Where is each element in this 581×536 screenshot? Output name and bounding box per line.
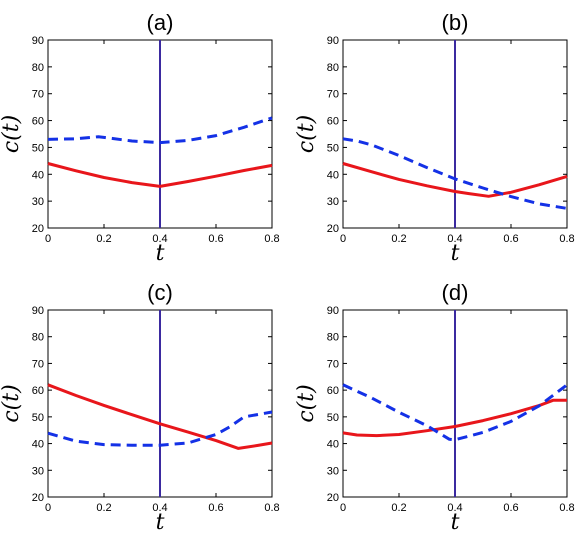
x-tick-label-d: 0.6 — [503, 502, 518, 514]
y-tick-label-d: 90 — [327, 305, 339, 317]
panel-d: 0 0.2 0.4 0.6 0.8 20 30 40 50 60 70 80 90 (d) t c(t) — [294, 280, 575, 535]
panel-a: 0 0.2 0.4 0.6 0.8 20 30 40 50 60 70 80 90 (a) t c(t) — [0, 10, 280, 266]
panel-c: 0 0.2 0.4 0.6 0.8 20 30 40 50 60 70 80 90 (c) t c(t) — [0, 280, 280, 535]
y-tick-label-b: 40 — [327, 169, 339, 181]
x-axis-label-d: t — [451, 510, 460, 535]
x-tick-label-a: 0.8 — [264, 233, 279, 245]
y-tick-label-d: 40 — [327, 439, 339, 451]
x-tick-label-b: 0 — [340, 233, 346, 245]
y-tick-label-c: 90 — [32, 305, 44, 317]
y-tick-label-c: 30 — [32, 465, 44, 477]
y-tick-label-b: 70 — [327, 89, 339, 101]
solid-series-line-c — [47, 383, 273, 450]
dashed-series-line-b — [342, 137, 568, 210]
solid-series-line-b — [342, 162, 568, 198]
x-tick-label-d: 0 — [340, 502, 346, 514]
x-tick-label-a: 0.6 — [208, 233, 223, 245]
x-tick-label-d: 0.8 — [559, 502, 574, 514]
panel-title-d: (d) — [442, 280, 469, 305]
y-axis-label-d: c(t) — [294, 384, 319, 422]
y-tick-label-a: 30 — [32, 196, 44, 208]
x-axis-label-a: t — [156, 241, 165, 266]
y-tick-label-b: 30 — [327, 196, 339, 208]
y-tick-label-d: 80 — [327, 332, 339, 344]
x-tick-label-b: 0.8 — [559, 233, 574, 245]
x-axis-label-c: t — [156, 510, 165, 535]
y-tick-label-d: 60 — [327, 385, 339, 397]
x-tick-label-c: 0 — [45, 502, 51, 514]
panel-b: 0 0.2 0.4 0.6 0.8 20 30 40 50 60 70 80 90 (b) t c(t) — [294, 10, 575, 266]
y-tick-label-a: 50 — [32, 142, 44, 154]
x-tick-label-a: 0.4 — [152, 233, 167, 245]
y-tick-label-c: 50 — [32, 412, 44, 424]
y-tick-label-a: 40 — [32, 169, 44, 181]
y-axis-label-a: c(t) — [0, 115, 24, 153]
x-tick-label-d: 0.2 — [391, 502, 406, 514]
y-tick-label-b: 60 — [327, 116, 339, 128]
y-tick-label-a: 70 — [32, 89, 44, 101]
x-tick-label-c: 0.2 — [96, 502, 111, 514]
x-tick-label-a: 0 — [45, 233, 51, 245]
x-tick-label-b: 0.4 — [447, 233, 462, 245]
x-tick-label-b: 0.2 — [391, 233, 406, 245]
y-tick-label-c: 60 — [32, 385, 44, 397]
solid-series-line-a — [47, 162, 273, 188]
panel-title-a: (a) — [147, 10, 174, 35]
y-tick-label-d: 30 — [327, 465, 339, 477]
x-tick-label-c: 0.8 — [264, 502, 279, 514]
y-axis-label-b: c(t) — [294, 115, 319, 153]
y-tick-label-d: 70 — [327, 358, 339, 370]
x-tick-label-a: 0.2 — [96, 233, 111, 245]
y-tick-label-a: 90 — [32, 35, 44, 47]
x-tick-label-d: 0.4 — [447, 502, 462, 514]
y-tick-label-a: 60 — [32, 116, 44, 128]
y-tick-label-c: 40 — [32, 439, 44, 451]
y-tick-label-c: 20 — [32, 492, 44, 504]
dashed-series-line-c — [47, 410, 273, 447]
y-tick-label-b: 80 — [327, 62, 339, 74]
y-tick-label-d: 20 — [327, 492, 339, 504]
panel-title-b: (b) — [442, 10, 469, 35]
y-tick-label-b: 50 — [327, 142, 339, 154]
solid-series-line-d — [342, 398, 567, 438]
y-tick-label-a: 20 — [32, 223, 44, 235]
x-tick-label-b: 0.6 — [503, 233, 518, 245]
x-axis-label-b: t — [451, 241, 460, 266]
y-tick-label-c: 70 — [32, 358, 44, 370]
y-tick-label-b: 20 — [327, 223, 339, 235]
y-tick-label-b: 90 — [327, 35, 339, 47]
y-axis-label-c: c(t) — [0, 384, 24, 422]
dashed-series-line-a — [47, 116, 273, 145]
y-tick-label-d: 50 — [327, 412, 339, 424]
dashed-series-line-d — [342, 383, 568, 442]
y-tick-label-c: 80 — [32, 332, 44, 344]
x-tick-label-c: 0.4 — [152, 502, 167, 514]
y-tick-label-a: 80 — [32, 62, 44, 74]
x-tick-label-c: 0.6 — [208, 502, 223, 514]
panel-title-c: (c) — [147, 280, 173, 305]
